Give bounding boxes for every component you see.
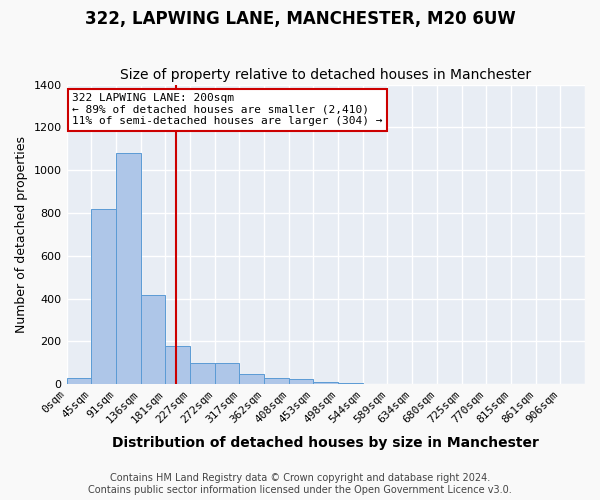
Bar — [190, 363, 215, 384]
Text: 322, LAPWING LANE, MANCHESTER, M20 6UW: 322, LAPWING LANE, MANCHESTER, M20 6UW — [85, 10, 515, 28]
Text: 322 LAPWING LANE: 200sqm
← 89% of detached houses are smaller (2,410)
11% of sem: 322 LAPWING LANE: 200sqm ← 89% of detach… — [72, 93, 383, 126]
Bar — [140, 296, 165, 384]
Bar — [239, 374, 264, 384]
Bar — [116, 153, 140, 384]
Bar — [215, 363, 239, 384]
Y-axis label: Number of detached properties: Number of detached properties — [15, 136, 28, 333]
Title: Size of property relative to detached houses in Manchester: Size of property relative to detached ho… — [120, 68, 532, 82]
Bar — [289, 379, 313, 384]
X-axis label: Distribution of detached houses by size in Manchester: Distribution of detached houses by size … — [112, 436, 539, 450]
Bar — [91, 208, 116, 384]
Bar — [264, 378, 289, 384]
Bar — [313, 382, 338, 384]
Bar — [67, 378, 91, 384]
Bar — [338, 383, 363, 384]
Bar — [165, 346, 190, 385]
Text: Contains HM Land Registry data © Crown copyright and database right 2024.
Contai: Contains HM Land Registry data © Crown c… — [88, 474, 512, 495]
